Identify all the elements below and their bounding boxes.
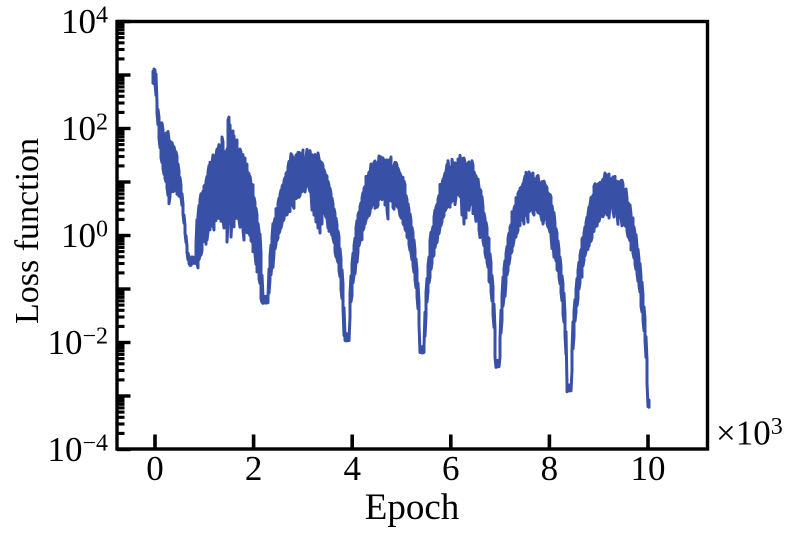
svg-text:0: 0 [146,449,164,488]
svg-text:2: 2 [245,449,263,488]
svg-text:Epoch: Epoch [365,487,460,528]
svg-text:4: 4 [343,449,361,488]
svg-text:8: 8 [541,449,559,488]
svg-text:10: 10 [631,449,666,488]
svg-text:Loss function: Loss function [9,138,46,324]
svg-text:6: 6 [442,449,460,488]
